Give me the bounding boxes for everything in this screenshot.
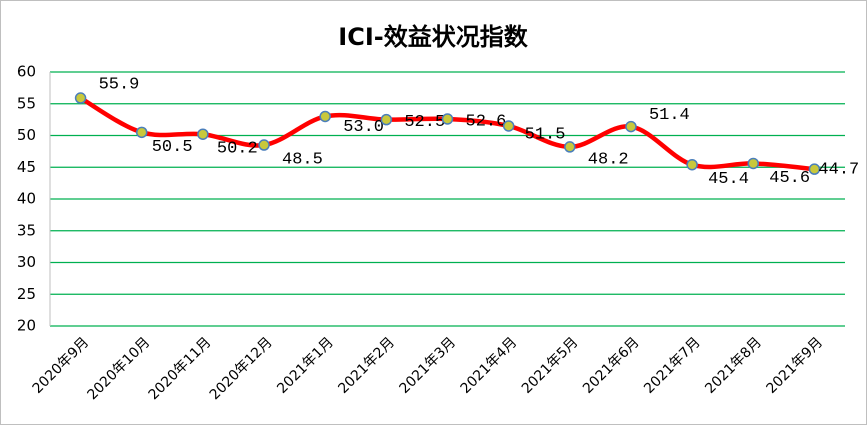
data-label: 55.9 <box>99 76 140 95</box>
marker <box>319 110 331 123</box>
y-tick-label: 35 <box>17 221 36 239</box>
marker <box>747 157 760 170</box>
data-label: 48.2 <box>588 150 629 169</box>
y-tick-label: 30 <box>17 253 36 271</box>
data-label: 51.4 <box>649 106 690 125</box>
y-tick-label: 25 <box>17 285 36 303</box>
marker <box>502 120 515 132</box>
y-tick-label: 55 <box>17 94 36 112</box>
marker <box>258 139 270 151</box>
marker <box>135 126 148 139</box>
y-tick-label: 45 <box>17 158 36 176</box>
marker <box>380 113 393 126</box>
data-label: 50.2 <box>217 140 258 159</box>
data-label: 52.6 <box>466 112 507 131</box>
marker <box>808 163 821 175</box>
data-label: 51.5 <box>525 125 566 144</box>
marker <box>564 141 576 153</box>
y-tick-label: 60 <box>17 63 36 81</box>
marker <box>625 120 637 133</box>
y-tick-label: 50 <box>17 126 36 144</box>
chart-title: ICI-效益状况指数 <box>338 23 528 51</box>
data-label: 45.6 <box>769 169 810 188</box>
y-tick-label: 40 <box>17 190 36 208</box>
data-label: 52.5 <box>404 113 445 132</box>
marker <box>686 158 698 171</box>
data-label: 48.5 <box>282 151 323 170</box>
marker <box>441 113 454 125</box>
data-label: 44.7 <box>818 161 859 180</box>
marker <box>197 128 209 140</box>
y-tick-label: 20 <box>17 317 36 335</box>
data-label: 53.0 <box>343 118 384 137</box>
data-label: 45.4 <box>708 170 749 189</box>
data-label: 50.5 <box>152 138 193 157</box>
marker <box>74 92 87 104</box>
